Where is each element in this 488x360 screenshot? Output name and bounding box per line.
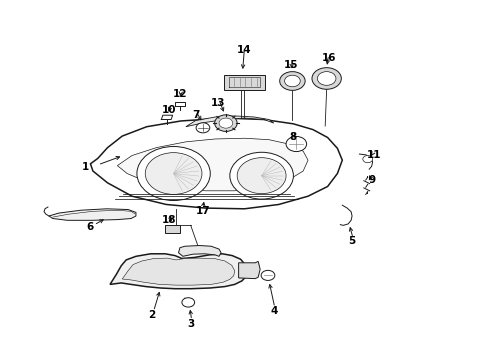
Polygon shape <box>122 258 234 285</box>
Circle shape <box>237 158 285 194</box>
Polygon shape <box>117 138 307 191</box>
Text: 16: 16 <box>321 53 335 63</box>
Text: 2: 2 <box>148 310 155 320</box>
Text: 11: 11 <box>366 150 381 160</box>
Circle shape <box>137 147 210 201</box>
Text: 13: 13 <box>210 98 224 108</box>
Circle shape <box>219 118 232 128</box>
Text: 8: 8 <box>289 132 296 142</box>
Circle shape <box>196 123 209 133</box>
Circle shape <box>317 72 335 85</box>
Text: 4: 4 <box>269 306 277 316</box>
Polygon shape <box>110 254 247 289</box>
Text: 6: 6 <box>87 222 94 232</box>
Text: 14: 14 <box>237 45 251 55</box>
Text: 12: 12 <box>172 89 187 99</box>
Circle shape <box>214 115 237 131</box>
Circle shape <box>285 136 306 152</box>
Polygon shape <box>90 118 342 209</box>
Circle shape <box>145 153 202 194</box>
Polygon shape <box>185 116 273 127</box>
Text: 7: 7 <box>191 110 199 120</box>
Polygon shape <box>238 261 260 279</box>
Polygon shape <box>178 246 221 256</box>
Circle shape <box>261 270 274 280</box>
Circle shape <box>229 152 293 199</box>
Text: 3: 3 <box>187 319 194 329</box>
Polygon shape <box>165 225 180 233</box>
Text: 18: 18 <box>161 215 176 225</box>
Text: 1: 1 <box>82 162 89 172</box>
Circle shape <box>279 72 305 90</box>
Text: 17: 17 <box>195 206 210 216</box>
Text: 5: 5 <box>348 236 355 246</box>
Text: 10: 10 <box>161 105 176 115</box>
Circle shape <box>311 68 341 89</box>
Circle shape <box>182 298 194 307</box>
Circle shape <box>362 156 372 163</box>
Text: 15: 15 <box>283 60 298 70</box>
Circle shape <box>284 75 300 87</box>
Text: 9: 9 <box>367 175 374 185</box>
Polygon shape <box>224 75 264 90</box>
Polygon shape <box>49 209 136 220</box>
